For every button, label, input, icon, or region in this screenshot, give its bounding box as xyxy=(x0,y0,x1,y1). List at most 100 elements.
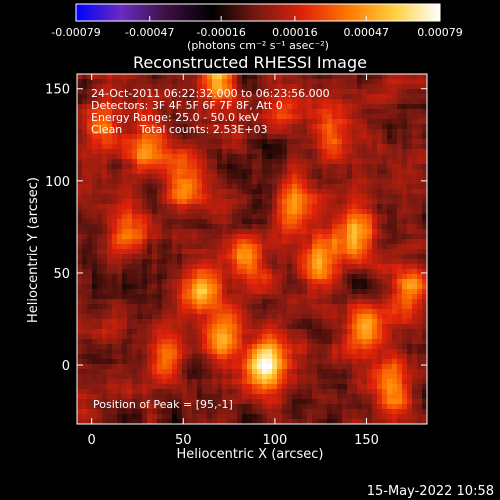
heatmap-cell xyxy=(352,419,358,424)
heatmap-cell xyxy=(282,214,288,220)
heatmap-cell xyxy=(217,204,223,210)
heatmap-cell xyxy=(77,354,83,360)
heatmap-cell xyxy=(292,209,298,215)
heatmap-cell xyxy=(152,409,158,415)
heatmap-cell xyxy=(87,324,93,330)
heatmap-cell xyxy=(167,239,173,245)
heatmap-cell xyxy=(297,369,303,375)
heatmap-cell xyxy=(352,89,358,95)
heatmap-cell xyxy=(202,324,208,330)
heatmap-cell xyxy=(327,74,333,80)
heatmap-cell xyxy=(212,384,218,390)
heatmap-cell xyxy=(147,304,153,310)
heatmap-cell xyxy=(167,349,173,355)
heatmap-cell xyxy=(167,184,173,190)
heatmap-cell xyxy=(277,319,283,325)
heatmap-cell xyxy=(417,329,423,335)
heatmap-cell xyxy=(147,349,153,355)
heatmap-cell xyxy=(312,264,318,270)
heatmap-cell xyxy=(412,324,418,330)
heatmap-cell xyxy=(112,344,118,350)
heatmap-cell xyxy=(132,139,138,145)
heatmap-cell xyxy=(217,114,223,120)
heatmap-cell xyxy=(387,114,393,120)
heatmap-cell xyxy=(82,184,88,190)
heatmap-cell xyxy=(187,334,193,340)
heatmap-cell xyxy=(362,304,368,310)
heatmap-cell xyxy=(97,199,103,205)
heatmap-cell xyxy=(362,114,368,120)
heatmap-cell xyxy=(162,129,168,135)
heatmap-cell xyxy=(232,99,238,105)
heatmap-cell xyxy=(262,174,268,180)
heatmap-cell xyxy=(242,384,248,390)
heatmap-cell xyxy=(217,374,223,380)
heatmap-cell xyxy=(252,99,258,105)
heatmap-cell xyxy=(212,129,218,135)
heatmap-cell xyxy=(322,84,328,90)
heatmap-cell xyxy=(367,214,373,220)
heatmap-cell xyxy=(177,329,183,335)
heatmap-cell xyxy=(92,239,98,245)
heatmap-cell xyxy=(402,269,408,275)
heatmap-cell xyxy=(177,164,183,170)
heatmap-cell xyxy=(422,74,427,80)
heatmap-cell xyxy=(292,394,298,400)
heatmap-cell xyxy=(422,119,427,125)
heatmap-cell xyxy=(357,209,363,215)
heatmap-cell xyxy=(207,149,213,155)
heatmap-cell xyxy=(102,349,108,355)
heatmap-cell xyxy=(387,189,393,195)
heatmap-cell xyxy=(247,154,253,160)
x-tick-label: 0 xyxy=(88,433,96,448)
heatmap-cell xyxy=(117,79,123,85)
heatmap-cell xyxy=(197,394,203,400)
heatmap-cell xyxy=(87,289,93,295)
heatmap-cell xyxy=(172,184,178,190)
heatmap-cell xyxy=(257,264,263,270)
heatmap-cell xyxy=(242,309,248,315)
heatmap-cell xyxy=(157,124,163,130)
heatmap-cell xyxy=(142,154,148,160)
heatmap-cell xyxy=(162,334,168,340)
heatmap-cell xyxy=(327,259,333,265)
heatmap-cell xyxy=(247,129,253,135)
heatmap-cell xyxy=(232,294,238,300)
heatmap-cell xyxy=(357,374,363,380)
heatmap-cell xyxy=(342,154,348,160)
heatmap-cell xyxy=(227,359,233,365)
heatmap-cell xyxy=(307,109,313,115)
heatmap-cell xyxy=(332,74,338,80)
heatmap-cell xyxy=(262,149,268,155)
heatmap-cell xyxy=(197,224,203,230)
heatmap-cell xyxy=(252,209,258,215)
heatmap-cell xyxy=(332,264,338,270)
heatmap-cell xyxy=(402,79,408,85)
heatmap-cell xyxy=(347,334,353,340)
heatmap-cell xyxy=(297,159,303,165)
heatmap-cell xyxy=(297,399,303,405)
heatmap-cell xyxy=(127,199,133,205)
heatmap-cell xyxy=(337,214,343,220)
heatmap-cell xyxy=(77,384,83,390)
heatmap-cell xyxy=(127,94,133,100)
heatmap-cell xyxy=(182,274,188,280)
heatmap-cell xyxy=(337,89,343,95)
heatmap-cell xyxy=(277,339,283,345)
heatmap-cell xyxy=(267,414,273,420)
heatmap-cell xyxy=(332,109,338,115)
heatmap-cell xyxy=(222,104,228,110)
heatmap-cell xyxy=(367,259,373,265)
heatmap-cell xyxy=(227,329,233,335)
heatmap-cell xyxy=(92,254,98,260)
heatmap-cell xyxy=(337,314,343,320)
heatmap-cell xyxy=(302,179,308,185)
heatmap-cell xyxy=(147,309,153,315)
heatmap-cell xyxy=(92,414,98,420)
heatmap-cell xyxy=(92,304,98,310)
heatmap-cell xyxy=(117,409,123,415)
heatmap-cell xyxy=(147,254,153,260)
heatmap-cell xyxy=(187,79,193,85)
heatmap-cell xyxy=(137,319,143,325)
heatmap-cell xyxy=(252,394,258,400)
